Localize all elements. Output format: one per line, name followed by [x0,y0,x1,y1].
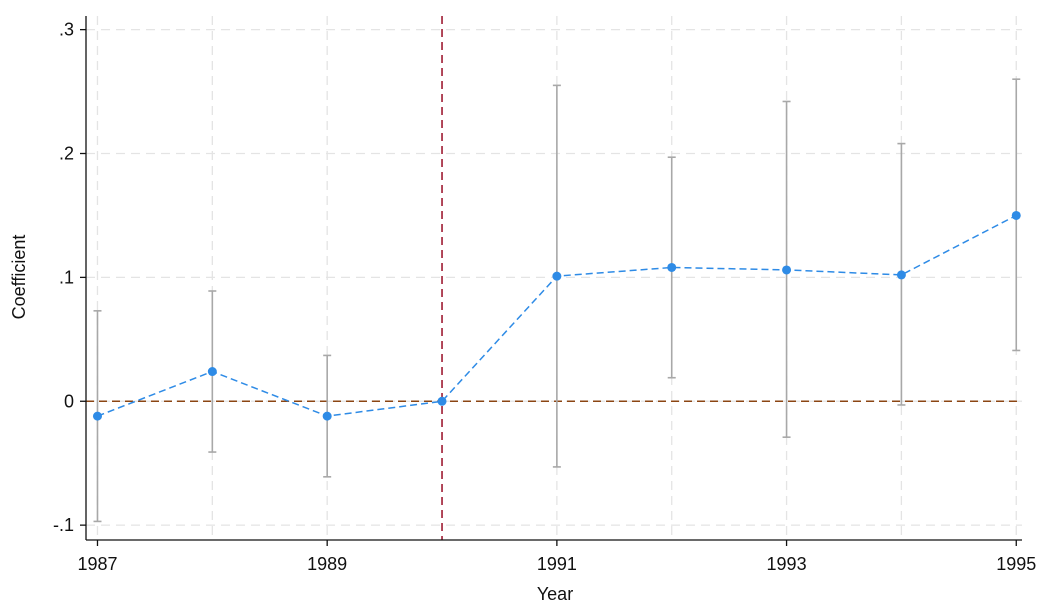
x-tick-label: 1991 [537,554,577,574]
y-tick-label: .2 [59,144,74,164]
data-point [552,271,562,281]
data-point [667,262,677,272]
data-point [207,367,217,377]
data-point [1011,210,1021,220]
data-point [896,270,906,280]
data-point [92,411,102,421]
y-tick-label: -.1 [53,515,74,535]
data-point [322,411,332,421]
confidence-intervals [93,78,1021,523]
x-tick-label: 1989 [307,554,347,574]
x-tick-label: 1993 [767,554,807,574]
reference-lines [86,16,1022,540]
y-tick-label: .1 [59,267,74,287]
x-tick-label: 1995 [996,554,1036,574]
axes: -.1 0 .1 .2 .3 1987 1989 1991 1993 1995 [53,16,1036,574]
x-axis-title: Year [537,584,573,604]
points-layer [92,210,1021,421]
data-point [437,396,447,406]
data-point [782,265,792,275]
y-tick-label: .3 [59,20,74,40]
y-tick-label: 0 [64,391,74,411]
y-axis-title: Coefficient [9,235,29,320]
x-tick-label: 1987 [77,554,117,574]
